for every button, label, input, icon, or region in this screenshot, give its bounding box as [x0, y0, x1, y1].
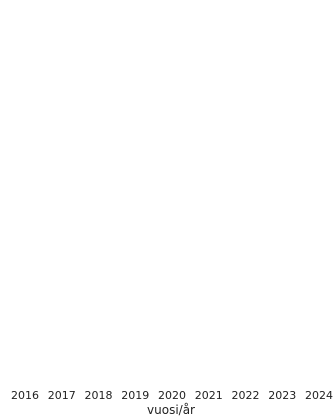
x-tick-label: 2017: [48, 389, 76, 402]
x-tick-label: 2018: [85, 389, 113, 402]
x-axis: 2016 2017 2018 2019 2020 2021 2022 2023 2024: [11, 389, 333, 402]
x-tick-label: 2024: [305, 389, 333, 402]
x-tick-label: 2020: [158, 389, 186, 402]
x-tick-label: 2016: [11, 389, 39, 402]
x-tick-label: 2022: [232, 389, 260, 402]
x-tick-label: 2019: [121, 389, 149, 402]
x-tick-label: 2023: [268, 389, 296, 402]
x-tick-label: 2021: [195, 389, 223, 402]
x-axis-title: vuosi/år: [147, 403, 195, 417]
